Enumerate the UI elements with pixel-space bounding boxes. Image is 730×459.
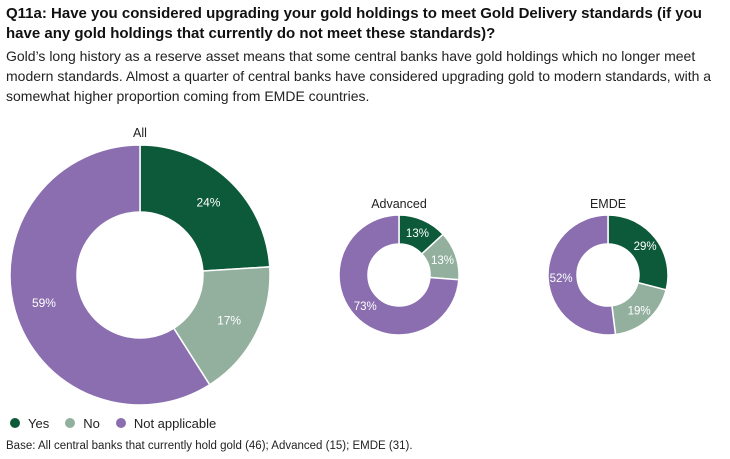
legend-swatch-no [65, 418, 76, 428]
donut-all: 24% 17% 59% All [9, 126, 271, 406]
donut-emde-label-yes: 29% [634, 241, 657, 253]
donut-advanced-label-no: 13% [431, 255, 454, 267]
legend-label-no: No [83, 415, 100, 431]
base-note: Base: All central banks that currently h… [6, 440, 413, 452]
donut-advanced-label-not-applicable: 73% [354, 301, 377, 313]
donut-all-label-yes: 24% [196, 195, 220, 209]
legend-label-not-applicable: Not applicable [133, 415, 217, 431]
donut-emde-label-no: 19% [628, 305, 651, 317]
donut-all-label-not-applicable: 59% [32, 296, 56, 310]
donut-all-label-no: 17% [217, 314, 241, 328]
donut-emde: 29% 19% 52% EMDE [547, 197, 669, 336]
legend-swatch-yes [10, 418, 20, 428]
donut-emde-title: EMDE [590, 197, 626, 211]
donut-emde-slice-not-applicable [547, 214, 617, 336]
chart-subtitle: Gold’s long history as a reserve asset m… [6, 48, 712, 104]
legend-label-yes: Yes [28, 415, 50, 431]
donut-all-slice-not-applicable [9, 144, 211, 406]
chart-title: Q11a: Have you considered upgrading your… [6, 5, 702, 42]
legend: Yes No Not applicable [10, 414, 232, 432]
donut-advanced-slice-not-applicable [338, 214, 460, 336]
donut-advanced-title: Advanced [371, 197, 427, 211]
legend-item-not-applicable: Not applicable [115, 415, 217, 431]
legend-item-no: No [65, 416, 100, 431]
donut-emde-label-not-applicable: 52% [550, 273, 573, 285]
donut-advanced-label-yes: 13% [406, 228, 429, 240]
donut-all-slice-yes [139, 144, 271, 272]
donut-advanced: 13% 13% 73% Advanced [338, 197, 460, 336]
legend-item-yes: Yes [10, 416, 49, 431]
donut-all-title: All [133, 126, 147, 140]
legend-swatch-not-applicable [115, 418, 126, 428]
